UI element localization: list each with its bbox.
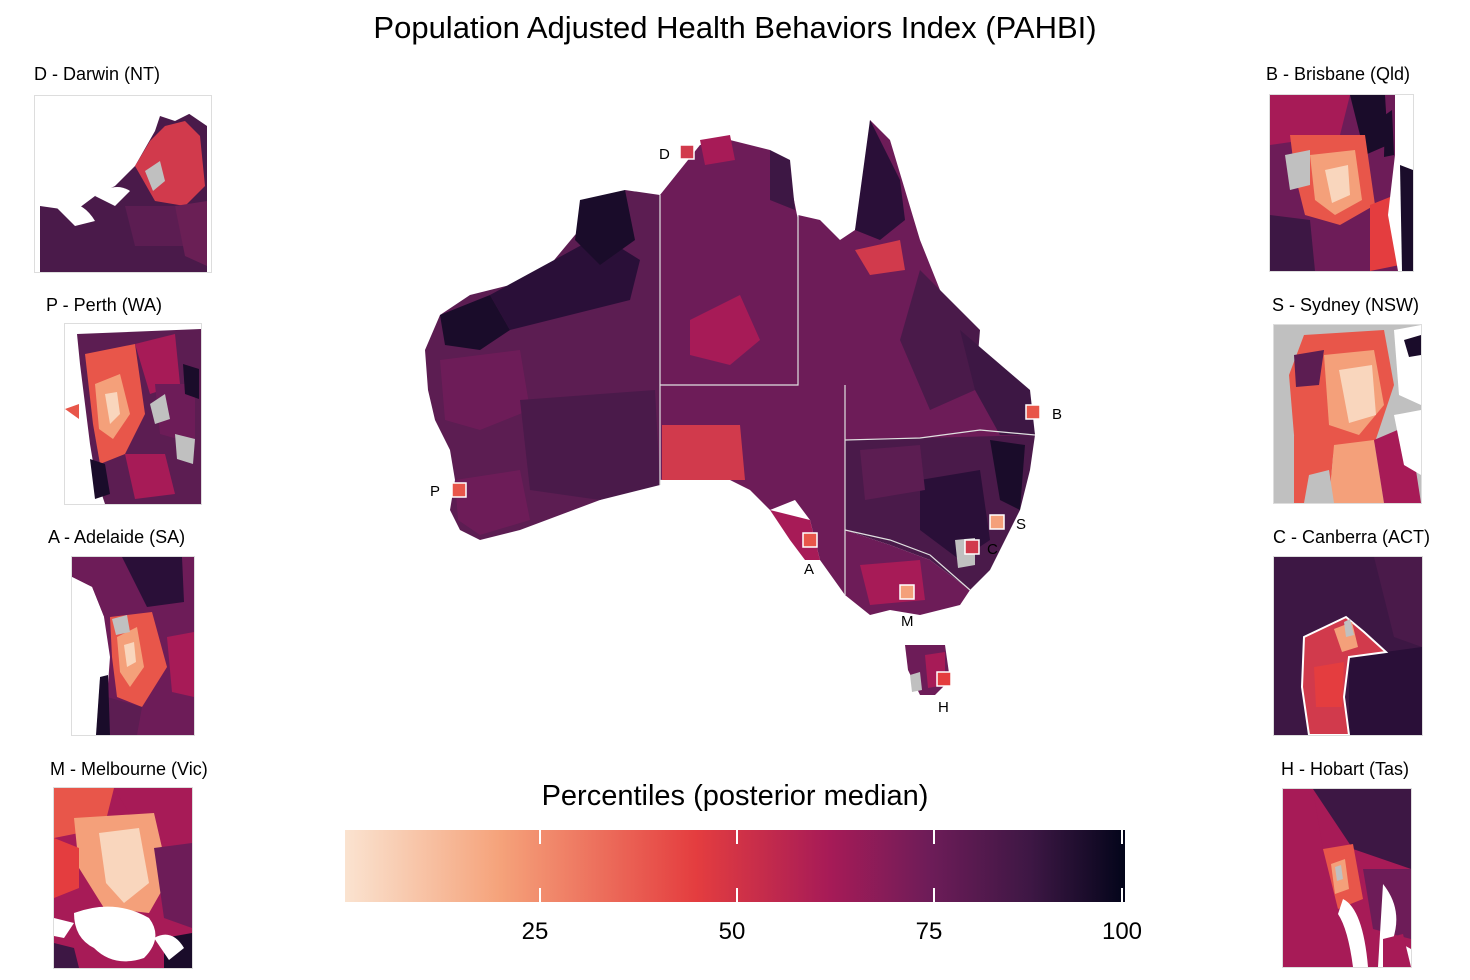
legend-tick-mark	[736, 888, 738, 902]
marker-label-darwin: D	[659, 146, 670, 163]
marker-box-hobart	[936, 671, 952, 687]
legend-tick-mark	[933, 888, 935, 902]
marker-label-brisbane: B	[1052, 406, 1062, 423]
map-region	[690, 295, 760, 365]
marker-label-sydney: S	[1016, 516, 1026, 533]
legend-tick-75: 75	[915, 918, 943, 945]
map-region	[662, 425, 745, 480]
legend-tick-mark	[1121, 830, 1123, 844]
map-region	[844, 529, 971, 591]
marker-box-melbourne	[899, 584, 915, 600]
inset-label-sydney: S - Sydney (NSW)	[1272, 295, 1420, 315]
map-region	[660, 215, 799, 386]
inset-label-hobart: H - Hobart (Tas)	[1281, 759, 1410, 779]
legend-title: Percentiles (posterior median)	[541, 780, 929, 812]
inset-canberra	[1273, 556, 1423, 736]
inset-sydney	[1273, 324, 1422, 504]
map-region	[900, 270, 980, 410]
inset-hobart	[1282, 788, 1412, 968]
marker-label-melbourne: M	[901, 613, 914, 630]
map-region	[990, 440, 1025, 510]
map-region	[960, 330, 1035, 435]
map-region	[910, 672, 922, 692]
marker-box-canberra	[964, 539, 980, 555]
legend-tick-50: 50	[718, 918, 746, 945]
map-region	[920, 470, 990, 560]
inset-darwin	[34, 95, 212, 273]
inset-brisbane	[1269, 94, 1414, 272]
inset-label-brisbane: B - Brisbane (Qld)	[1266, 64, 1411, 84]
marker-box-adelaide	[802, 532, 818, 548]
australia-choropleth-map: D P A M H C S B	[425, 120, 1062, 716]
map-region	[700, 135, 735, 165]
marker-label-perth: P	[430, 483, 440, 500]
map-region	[455, 470, 530, 535]
map-region	[844, 429, 1036, 441]
legend-tick-100: 100	[1101, 918, 1143, 945]
legend-tick-mark	[736, 830, 738, 844]
region-sa	[660, 385, 845, 595]
marker-box-darwin	[679, 144, 695, 160]
legend-tick-mark	[539, 830, 541, 844]
marker-label-hobart: H	[938, 699, 949, 716]
inset-perth	[64, 323, 202, 505]
map-region	[440, 295, 510, 350]
inset-label-canberra: C - Canberra (ACT)	[1273, 527, 1431, 547]
map-region	[855, 240, 905, 275]
map-region	[440, 350, 530, 430]
map-region	[860, 560, 925, 605]
map-region	[855, 120, 905, 240]
marker-label-adelaide: A	[804, 561, 814, 578]
inset-label-darwin: D - Darwin (NT)	[34, 64, 160, 84]
inset-label-adelaide: A - Adelaide (SA)	[48, 527, 186, 547]
marker-box-perth	[451, 482, 467, 498]
map-region	[520, 390, 660, 500]
inset-label-melbourne: M - Melbourne (Vic)	[50, 759, 208, 779]
marker-box-brisbane	[1025, 404, 1041, 420]
legend-tick-25: 25	[521, 918, 549, 945]
inset-melbourne	[53, 787, 193, 969]
marker-box-sydney	[989, 514, 1005, 530]
inset-adelaide	[71, 556, 195, 736]
map-region	[860, 445, 925, 500]
marker-label-canberra: C	[987, 541, 998, 558]
map-title: Population Adjusted Health Behaviors Ind…	[373, 10, 1097, 45]
legend-tick-mark	[539, 888, 541, 902]
legend-colorbar	[345, 830, 1125, 902]
inset-label-perth: P - Perth (WA)	[46, 295, 163, 315]
map-region	[575, 190, 635, 265]
map-region	[770, 150, 795, 210]
legend-tick-mark	[933, 830, 935, 844]
legend-tick-mark	[1121, 888, 1123, 902]
